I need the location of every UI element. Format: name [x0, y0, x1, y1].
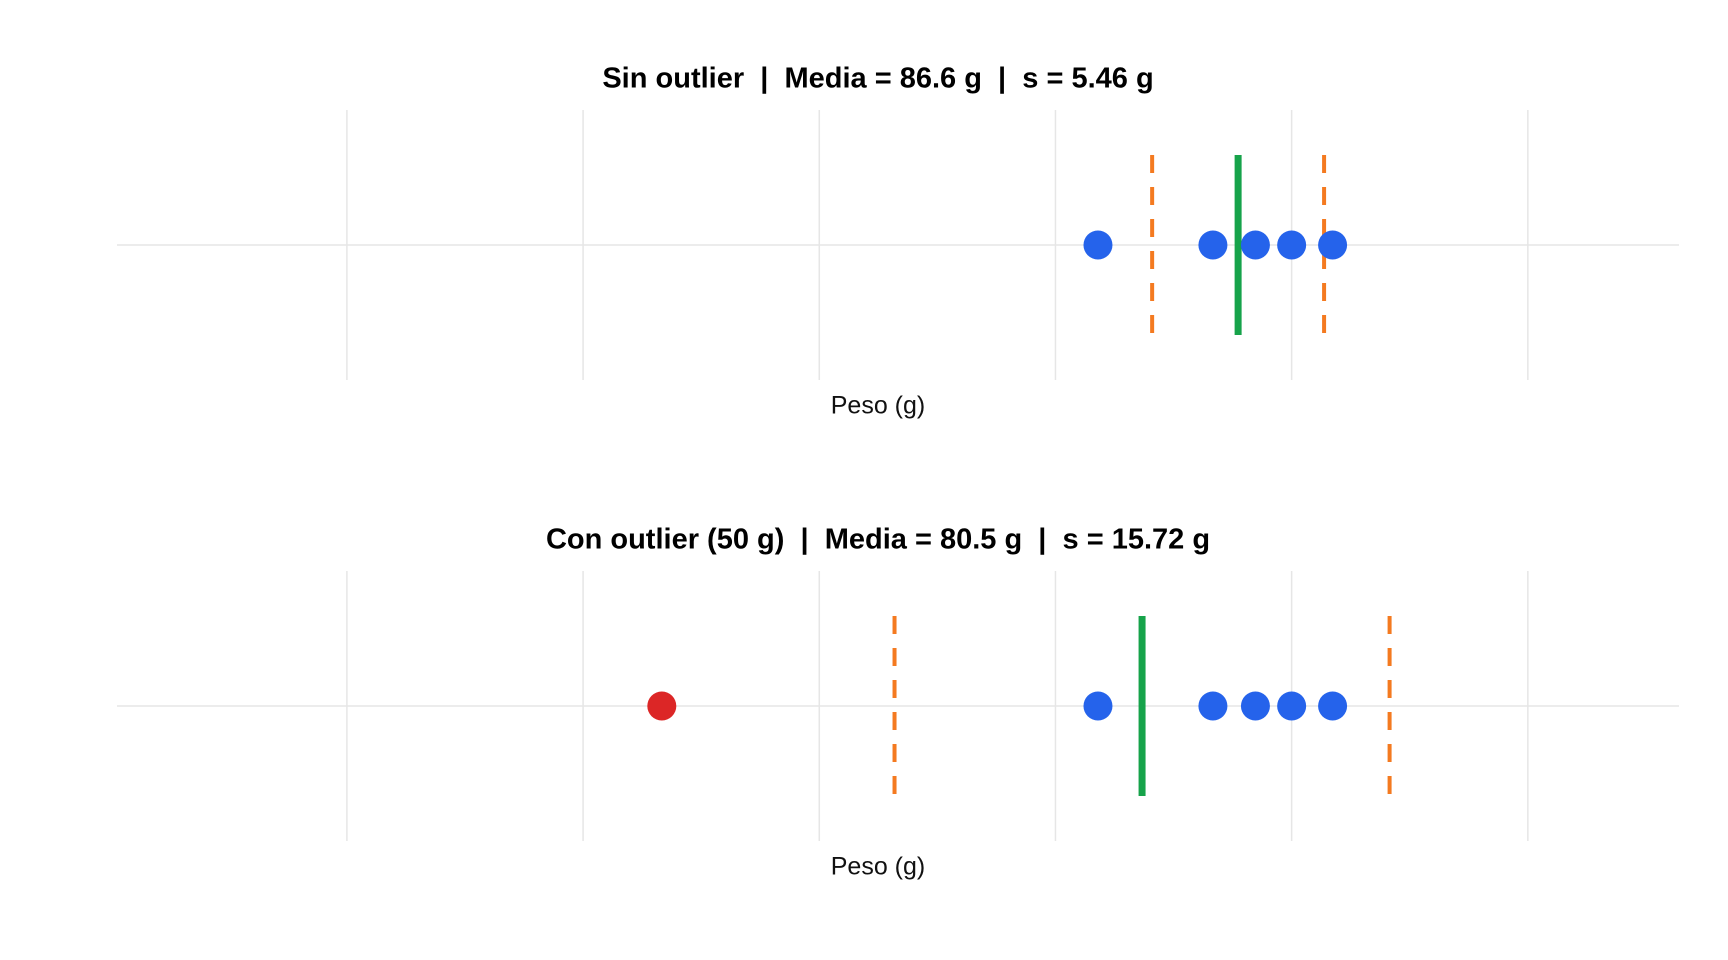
data-point: [1318, 691, 1348, 721]
data-point: [1083, 230, 1113, 260]
data-point: [1318, 230, 1348, 260]
data-point: [1083, 691, 1113, 721]
data-point: [1198, 230, 1228, 260]
data-point: [1240, 691, 1270, 721]
data-point: [1277, 230, 1307, 260]
data-point: [1240, 230, 1270, 260]
panel-title: Sin outlier | Media = 86.6 g | s = 5.46 …: [602, 63, 1153, 95]
outlier-point: [647, 691, 677, 721]
x-axis-label: Peso (g): [831, 853, 925, 881]
data-point: [1198, 691, 1228, 721]
data-point: [1277, 691, 1307, 721]
x-axis-label: Peso (g): [831, 392, 925, 420]
panel-title: Con outlier (50 g) | Media = 80.5 g | s …: [546, 524, 1210, 556]
